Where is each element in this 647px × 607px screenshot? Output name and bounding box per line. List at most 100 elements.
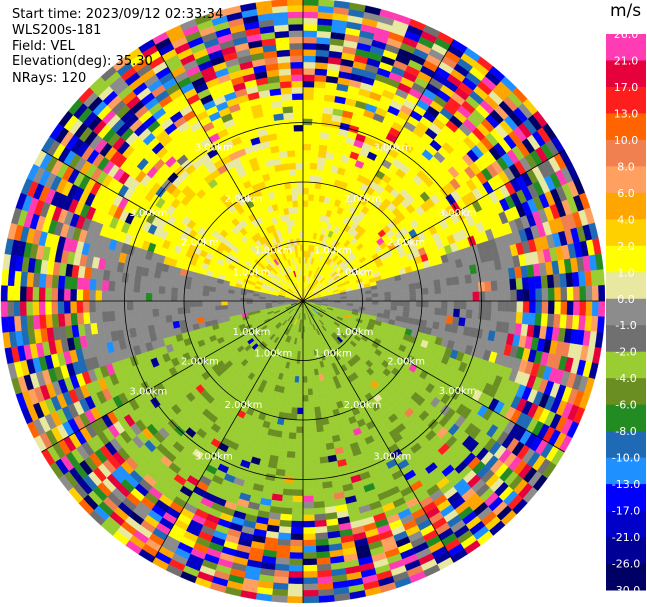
velocity-gate [302,495,314,503]
velocity-gate [317,569,333,578]
velocity-gate [384,296,392,302]
velocity-gate [89,278,97,291]
velocity-gate [433,314,441,323]
velocity-gate [434,286,442,295]
velocity-gate [170,287,179,295]
velocity-gate [302,514,315,522]
velocity-gate [316,30,332,39]
velocity-gate [302,0,319,6]
velocity-gate [95,311,103,323]
velocity-gate [291,501,304,509]
velocity-gate [451,276,460,286]
velocity-gate [126,282,135,293]
velocity-gate [439,278,448,287]
velocity-gate [302,168,311,176]
velocity-gate [302,200,309,207]
velocity-gate [409,288,417,296]
velocity-gate [440,308,448,317]
velocity-gate [246,303,254,308]
velocity-gate [313,501,325,509]
velocity-gate [273,569,289,578]
velocity-gate [272,582,289,591]
velocity-gate [352,294,360,299]
velocity-gate [289,558,304,566]
velocity-gate [317,576,333,584]
velocity-gate [453,284,461,294]
velocity-gate [32,286,40,302]
velocity-gate [302,93,315,101]
velocity-gate [503,289,511,302]
velocity-gate [319,405,327,414]
velocity-gate [478,281,486,292]
velocity-gate [26,271,35,287]
velocity-gate [509,278,517,291]
velocity-gate [57,288,65,302]
velocity-gate [427,287,436,295]
velocity-gate [284,469,295,478]
velocity-gate [316,557,331,566]
velocity-gate [51,274,60,289]
velocity-gate [293,470,304,478]
velocity-gate [571,271,580,287]
velocity-gate [101,311,110,323]
velocity-gate [478,291,486,302]
velocity-gate [171,280,179,289]
velocity-gate [302,470,313,478]
velocity-gate [290,407,298,415]
velocity-gate [44,287,52,302]
velocity-gate [51,287,59,302]
velocity-gate [89,311,97,324]
velocity-gate [377,288,385,294]
velocity-gate [306,369,312,377]
velocity-gate [528,312,536,326]
velocity-gate [285,463,295,471]
velocity-gate [302,439,311,446]
velocity-gate [195,300,203,307]
velocity-gate [546,274,555,289]
velocity-gate [353,300,360,305]
velocity-gate [390,290,398,297]
velocity-gate [101,290,109,302]
velocity-gate [596,269,605,286]
velocity-gate [302,376,308,383]
velocity-gate [591,285,599,302]
velocity-gate [145,292,153,302]
velocity-gate [215,309,223,315]
velocity-gate [409,306,417,314]
velocity-gate [285,406,292,414]
velocity-gate [152,315,161,325]
velocity-gate [271,594,288,603]
velocity-gate [314,74,327,83]
velocity-gate [389,286,398,292]
velocity-gate [302,124,313,132]
velocity-gate [190,283,198,290]
velocity-gate [95,289,103,302]
velocity-gate [276,462,287,471]
velocity-gate [310,143,320,151]
velocity-gate [547,287,555,302]
velocity-gate [302,564,318,572]
velocity-gate [578,271,586,287]
velocity-gate [313,400,320,408]
velocity-gate [316,551,331,559]
velocity-gate [20,271,28,287]
velocity-gate [458,275,466,285]
velocity-gate [302,118,313,126]
velocity-gate [434,293,442,302]
velocity-gate [465,283,473,293]
velocity-gate [158,285,166,294]
velocity-gate [529,288,536,302]
velocity-gate [32,272,41,288]
velocity-gate [297,395,304,402]
velocity-gate [573,286,580,302]
velocity-gate [246,297,253,302]
velocity-gate [302,219,308,226]
velocity-gate [76,277,85,290]
velocity-gate [308,187,316,195]
velocity-gate [290,520,304,528]
velocity-gate [208,305,216,312]
velocity-gate [296,407,304,415]
velocity-gate [302,483,314,490]
velocity-gate [152,285,160,294]
velocity-gate [107,300,115,312]
